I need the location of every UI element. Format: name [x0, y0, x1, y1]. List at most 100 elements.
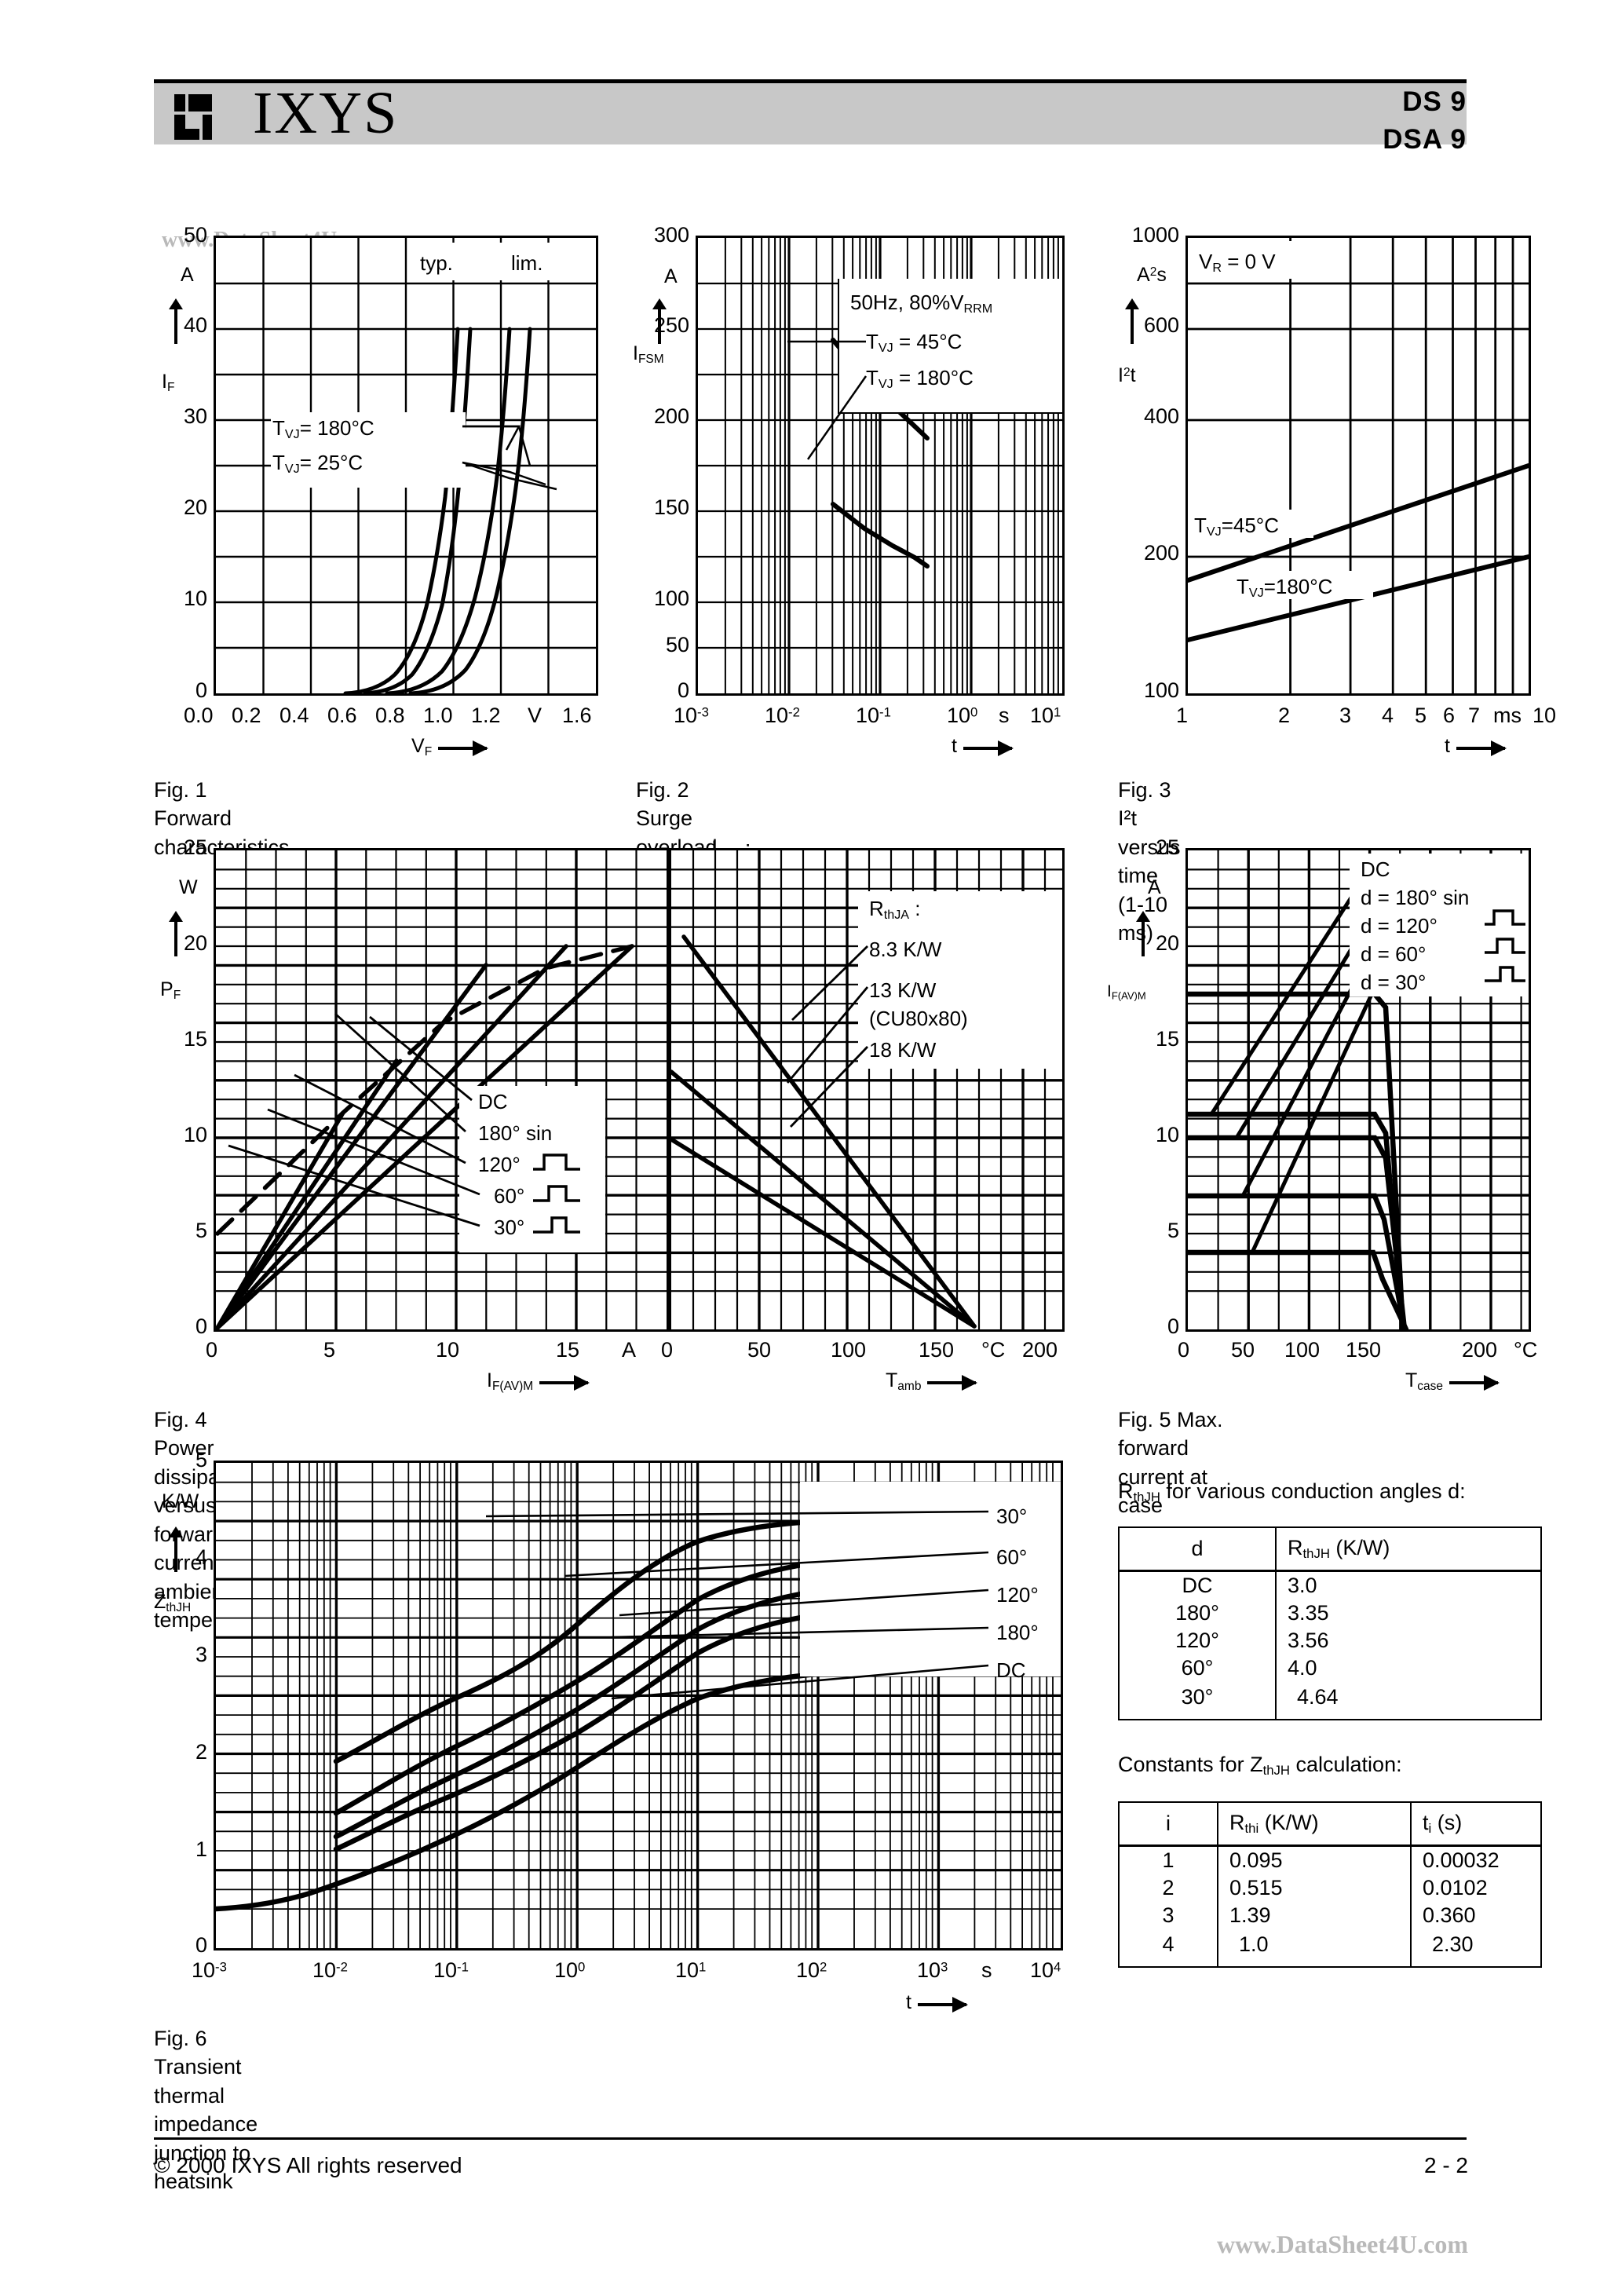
fig6-legend-180: 180°	[996, 1621, 1039, 1644]
fig5-legend-30: d = 30°	[1361, 971, 1427, 994]
fig6-xtick-1e-1: 10-1	[433, 1958, 469, 1982]
fig1-xtick-0.2: 0.2	[232, 704, 261, 727]
fig3-x-arrow-icon	[1456, 740, 1507, 756]
fig6-x-arrow-icon	[917, 1997, 968, 2013]
rthjh-header-row: d RthJH (K/W)	[1118, 1526, 1542, 1573]
fig5-legend-120: d = 120°	[1361, 914, 1438, 938]
constants-col-ti: ti (s)	[1410, 1801, 1542, 1848]
fig1-xtick-1.2: 1.2	[471, 704, 501, 727]
fig5-x-unit: °C	[1514, 1338, 1538, 1362]
fig1-ytick-0: 0	[195, 678, 207, 702]
table-row: 60° 4.0	[1118, 1654, 1542, 1683]
fig1-plot: typ. lim. TVJ= 180°C TVJ= 25°C	[214, 236, 598, 696]
fig6-xtick-1e0: 100	[554, 1958, 586, 1982]
fig2-y-unit: A	[664, 265, 678, 287]
fig2-y-arrow	[652, 298, 667, 344]
fig3-xtick-3: 3	[1339, 704, 1352, 727]
fig2-ytick-100: 100	[653, 587, 689, 610]
fig4-ytick-10: 10	[183, 1123, 207, 1146]
fig2-x-unit: s	[999, 704, 1010, 727]
fig3-xtick-6: 6	[1443, 704, 1456, 727]
fig4-ytick-25: 25	[183, 835, 207, 859]
fig6-leaders	[485, 1510, 989, 1700]
header-band	[154, 83, 1467, 144]
fig4-xtick-r200: 200	[1022, 1338, 1058, 1362]
const-t-2: 0.360	[1410, 1902, 1542, 1930]
rthjh-v-4: 4.64	[1275, 1682, 1542, 1721]
fig5-x-axis-label: Tcase	[1405, 1369, 1500, 1394]
table-row: 3 1.39 0.360	[1118, 1902, 1542, 1930]
footer-rule	[154, 2137, 1467, 2140]
fig4-legend-60: 60°	[494, 1184, 525, 1208]
fig3-xtick-2: 2	[1278, 704, 1291, 727]
part-code-ds: DS 9	[1402, 86, 1467, 117]
fig5-pulse-icons	[1485, 909, 1525, 982]
fig3-y-unit: A2s	[1137, 264, 1167, 286]
table-row: 30° 4.64	[1118, 1682, 1542, 1721]
fig6-ytick-1: 1	[195, 1837, 207, 1861]
const-t-3: 2.30	[1410, 1929, 1542, 1969]
fig1-xtick-1.6: 1.6	[562, 704, 592, 727]
fig1-y-arrow	[169, 298, 183, 344]
fig1-xtick-0.4: 0.4	[279, 704, 309, 727]
fig4-legend-180: 180° sin	[478, 1121, 553, 1145]
constants-col-rthi: Rthi (K/W)	[1217, 1801, 1412, 1848]
const-r-1: 0.515	[1217, 1874, 1412, 1903]
fig3-y-symbol: I2t	[1118, 364, 1136, 386]
const-t-0: 0.00032	[1410, 1845, 1542, 1875]
fig5-legend: DC d = 180° sin d = 120° d = 60° d = 30°	[1350, 854, 1529, 996]
rthjh-table: d RthJH (K/W) DC 3.0 180° 3.35 120° 3.56 60…	[1118, 1526, 1542, 1721]
fig4-xtick-15: 15	[556, 1338, 580, 1362]
fig3-xtick-7: 7	[1468, 704, 1481, 727]
fig2-xtick-1e1: 101	[1030, 704, 1061, 727]
fig4-ytick-15: 15	[183, 1027, 207, 1051]
fig1-caption: Fig. 1 Forward characteristics	[154, 778, 290, 859]
rthjh-col-d: d	[1118, 1526, 1277, 1573]
fig4-right-plot: RthJA : 8.3 K/W 13 K/W (CU80x80) 18 K/W	[669, 848, 1065, 1332]
fig1-legend-typ: typ.	[420, 251, 453, 275]
fig4-pulse-icons	[533, 1153, 580, 1234]
fig6-x-axis-label: t	[906, 1991, 968, 2014]
table-row: 4 1.0 2.30	[1118, 1929, 1542, 1969]
fig5-y-unit: A	[1148, 876, 1161, 898]
fig6-legend-120: 120°	[996, 1583, 1039, 1607]
fig5-ytick-5: 5	[1167, 1219, 1179, 1242]
fig2-xtick-1e-3: 10-3	[674, 704, 709, 727]
fig6-plot: 30° 60° 120° 180° DC	[214, 1461, 1063, 1951]
fig1-x-unit: V	[528, 704, 542, 727]
fig2-ytick-150: 150	[653, 495, 689, 519]
fig2-y-symbol: IFSM	[633, 342, 664, 366]
fig3-note-text: VR = 0 V	[1199, 250, 1276, 276]
fig4-y-symbol: PF	[160, 978, 181, 1002]
fig4-xtick-r100: 100	[831, 1338, 867, 1362]
fig6-xtick-1e2: 102	[796, 1958, 827, 1982]
fig3-x-unit: ms	[1493, 704, 1522, 727]
fig3-ytick-400: 400	[1143, 404, 1179, 428]
fig5-xtick-200: 200	[1462, 1338, 1498, 1362]
constants-table: i Rthi (K/W) ti (s) 1 0.095 0.00032 2 0.515…	[1118, 1801, 1542, 1969]
header-rule	[154, 79, 1467, 83]
fig4-xtick-5: 5	[323, 1338, 336, 1362]
fig5-legend-180: d = 180° sin	[1361, 886, 1470, 909]
fig3-ytick-600: 600	[1143, 313, 1179, 337]
rthjh-d-3: 60°	[1118, 1654, 1277, 1683]
page-number: 2 - 2	[1423, 2153, 1468, 2177]
fig3-caption: Fig. 3 I²t versus time (1-10 ms)	[1118, 778, 1181, 945]
fig4-rthja-8.3: 8.3 K/W	[869, 938, 942, 961]
fig2-leader-lines	[787, 340, 868, 460]
rthjh-v-2: 3.56	[1275, 1627, 1542, 1655]
fig3-y-arrow	[1125, 298, 1139, 344]
fig4-x-unit-left: A	[622, 1338, 637, 1362]
fig6-xtick-1e1: 101	[675, 1958, 707, 1982]
fig2-curve-180: TVJ = 180°C	[866, 366, 974, 392]
ixys-logo: IXYS	[174, 83, 433, 143]
fig4-left-plot: DC 180° sin 120° 60° 30°	[214, 848, 669, 1332]
fig6-y-arrow	[169, 1526, 183, 1572]
fig6-legend-60: 60°	[996, 1545, 1028, 1569]
fig2-plot: 50Hz, 80%VRRM TVJ = 45°C TVJ = 180°C	[696, 236, 1065, 696]
table-row: 180° 3.35	[1118, 1600, 1542, 1628]
fig2-ytick-0: 0	[677, 678, 689, 702]
fig6-ytick-4: 4	[195, 1545, 207, 1569]
fig4-xtick-r50: 50	[747, 1338, 772, 1362]
